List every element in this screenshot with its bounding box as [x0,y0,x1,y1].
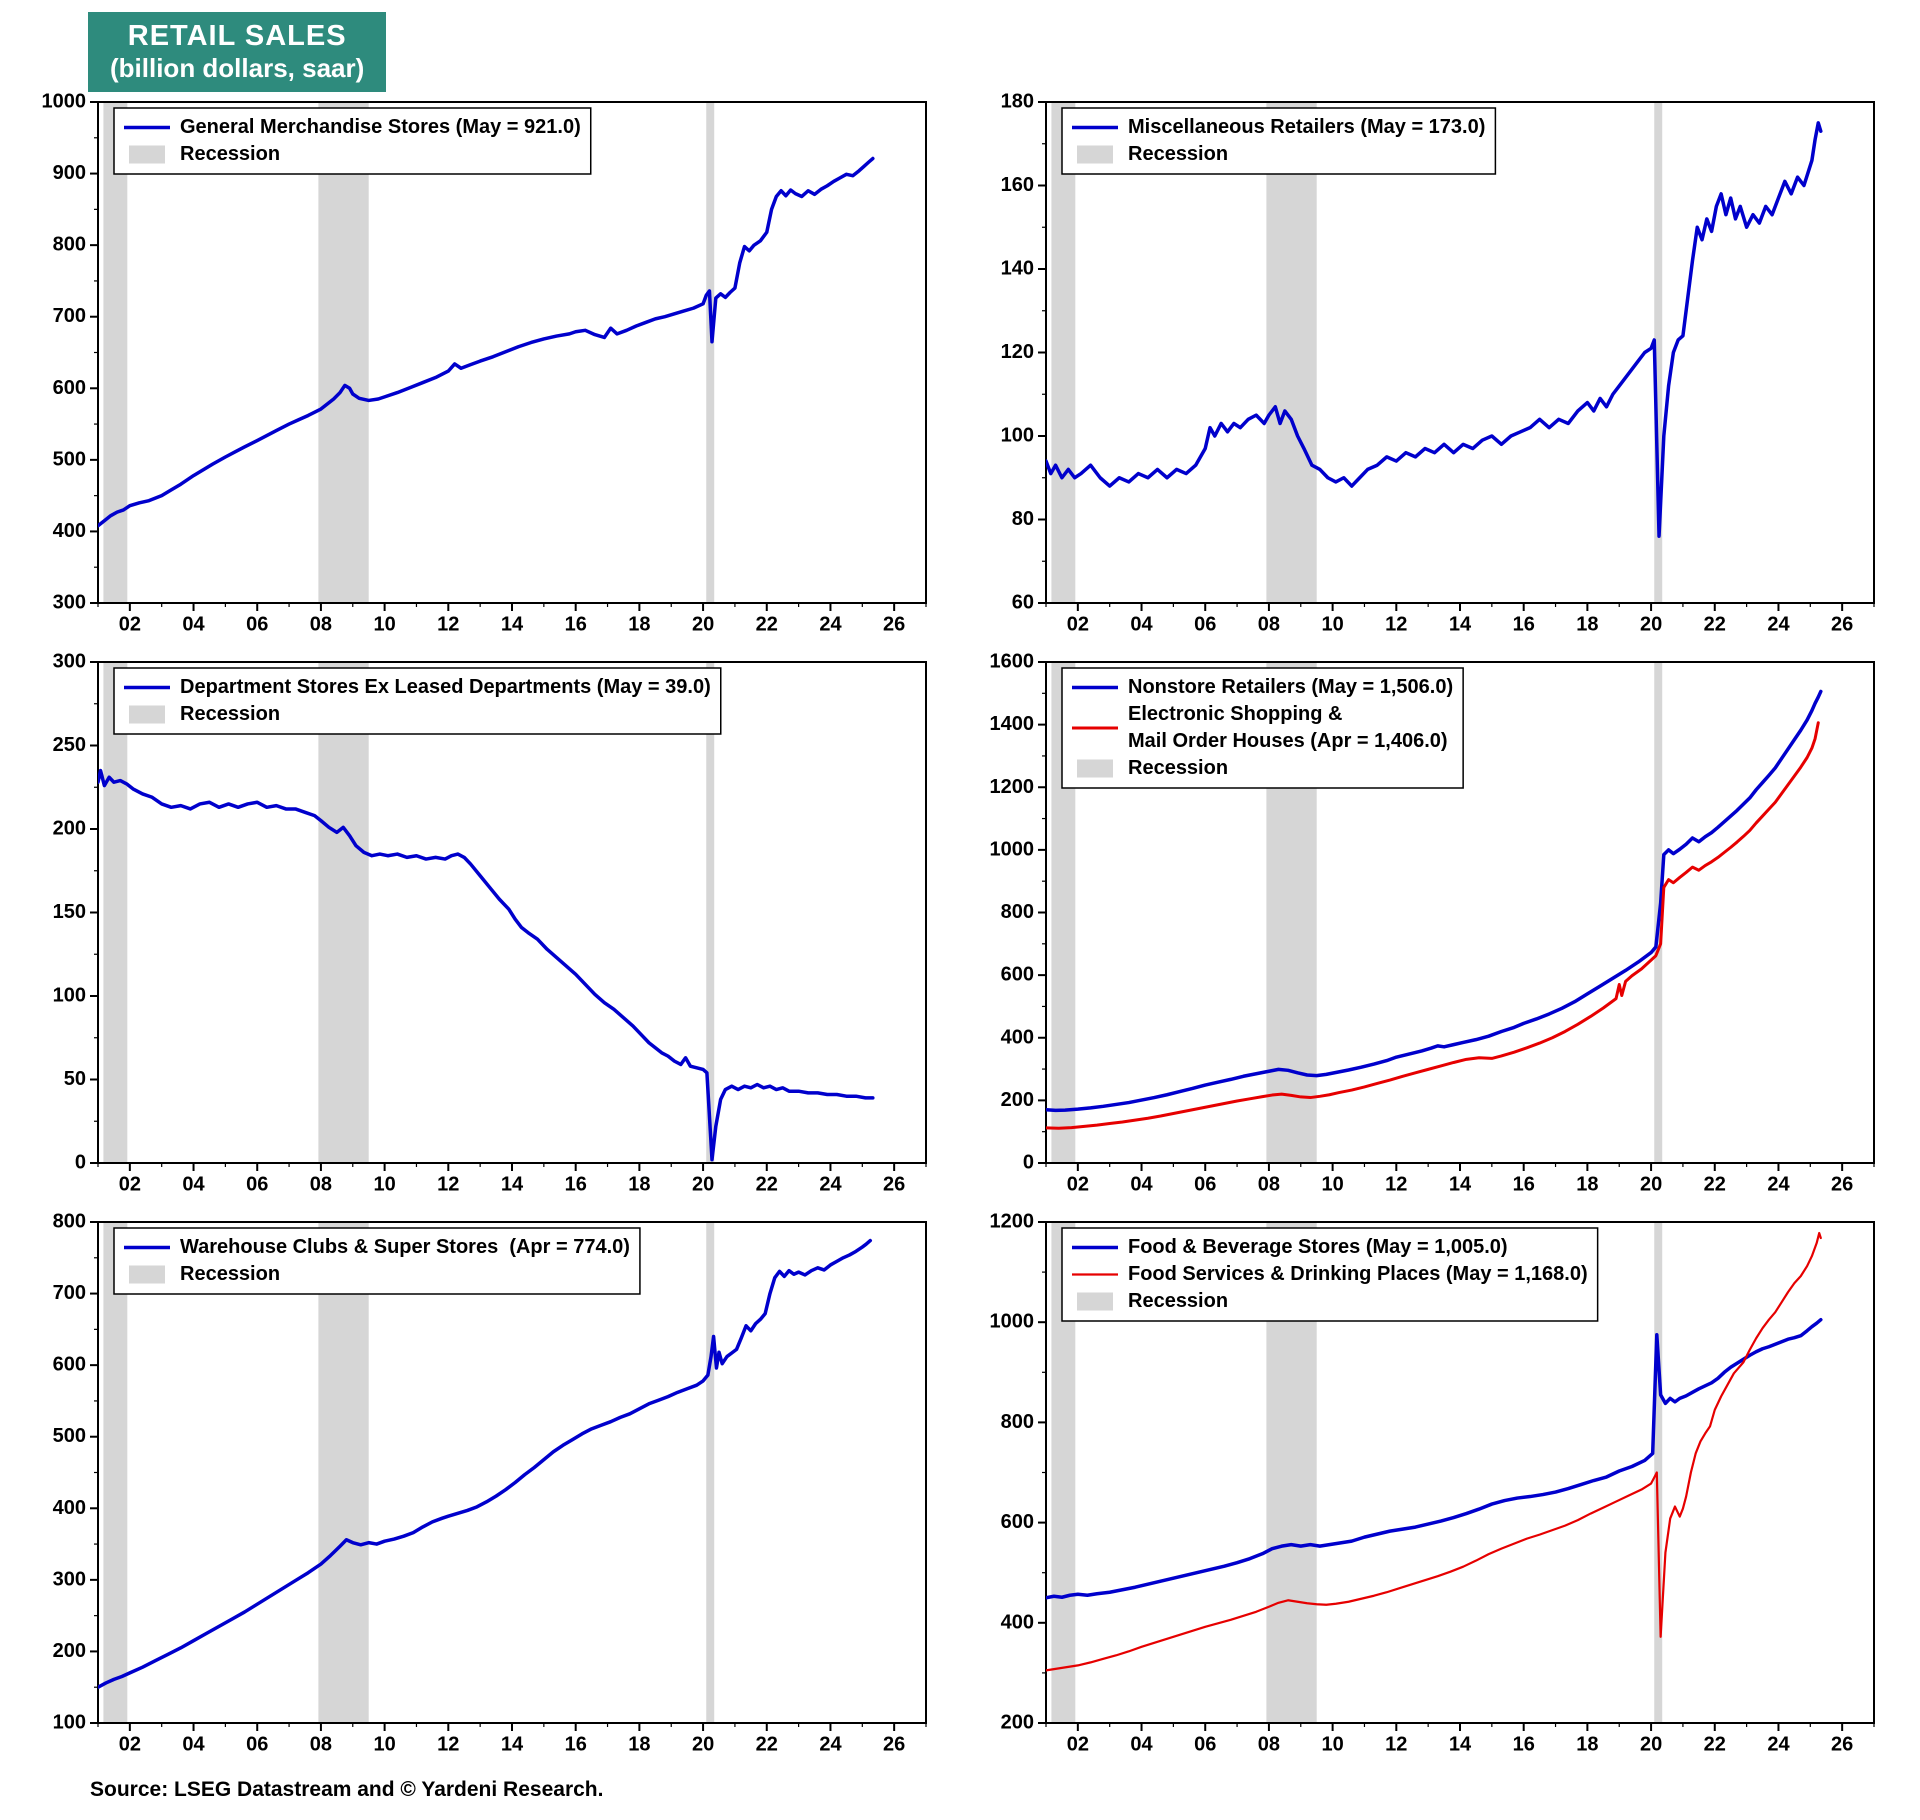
chart-nonstore-retailers [966,650,1896,1205]
chart-department-stores-ex-leased [18,650,948,1205]
page-title: RETAIL SALES [127,20,347,52]
chart-general-merchandise-stores [18,90,948,645]
chart-miscellaneous-retailers [966,90,1896,645]
chart-food-beverage-and-food-services [966,1210,1896,1765]
source-note: Source: LSEG Datastream and © Yardeni Re… [90,1778,604,1801]
charts-grid [18,90,1914,1770]
chart-title-box: RETAIL SALES (billion dollars, saar) [88,12,387,92]
page-subtitle: (billion dollars, saar) [110,53,365,83]
chart-warehouse-clubs-super-stores [18,1210,948,1765]
